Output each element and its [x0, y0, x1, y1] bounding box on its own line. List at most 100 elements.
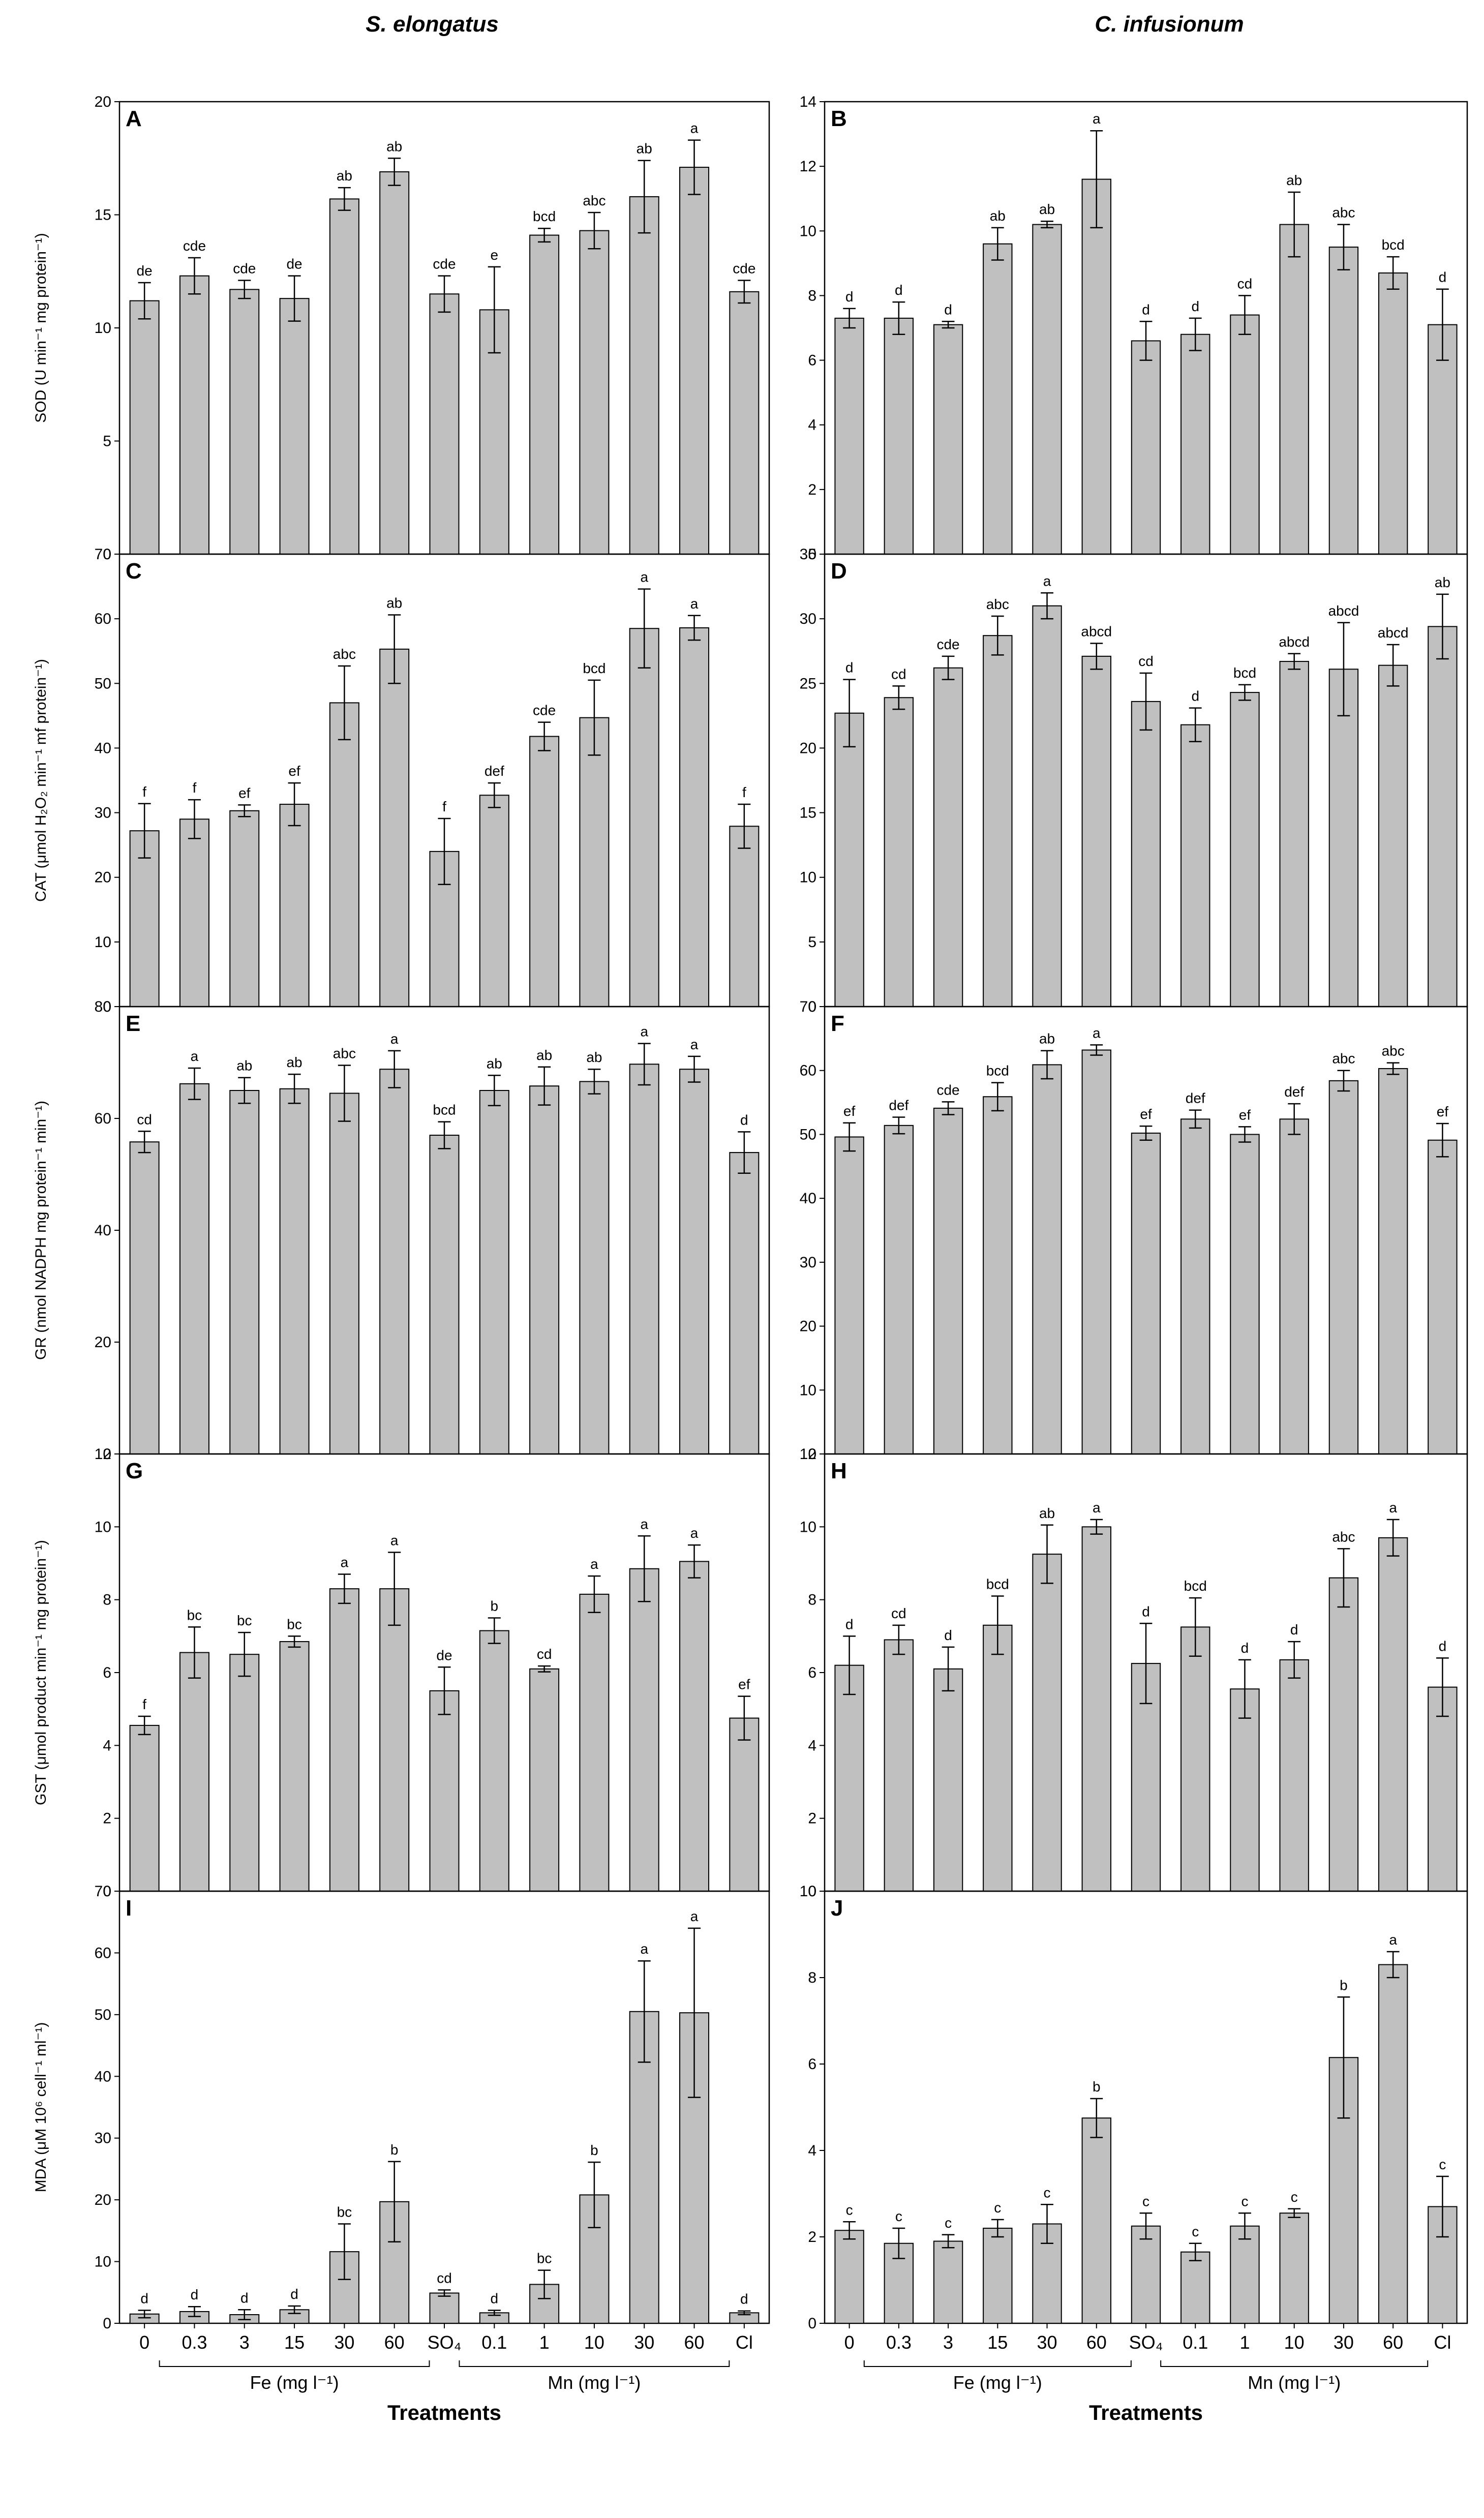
significance-label: cde	[733, 261, 755, 277]
x-tick-label: 15	[987, 2332, 1008, 2353]
bar	[1230, 314, 1260, 555]
significance-label: abcd	[1279, 634, 1310, 650]
x-tick-label: 15	[284, 2332, 305, 2353]
bar	[279, 1088, 310, 1454]
panel-letter: G	[126, 1459, 143, 1483]
significance-label: abc	[1332, 205, 1355, 221]
y-tick-label: 25	[800, 675, 816, 692]
bar	[729, 1717, 760, 1892]
bar	[229, 1090, 260, 1454]
significance-label: ab	[536, 1047, 552, 1063]
y-tick-label: 70	[95, 546, 111, 563]
significance-label: d	[1191, 688, 1199, 704]
significance-label: c	[1291, 2189, 1298, 2205]
column-title-s-elongatus: S. elongatus	[366, 12, 499, 37]
bar	[729, 291, 760, 555]
bar	[1328, 1080, 1359, 1455]
significance-label: de	[286, 256, 302, 272]
group-bracket	[863, 2360, 1132, 2367]
significance-label: a	[1093, 1025, 1101, 1041]
bar	[529, 1085, 560, 1454]
bar	[329, 1588, 359, 1892]
y-tick-label: 6	[808, 2056, 816, 2073]
significance-label: ab	[1435, 574, 1450, 590]
bar	[579, 717, 610, 1007]
y-tick-label: 80	[95, 998, 111, 1015]
bar	[429, 293, 460, 555]
significance-label: f	[193, 780, 197, 796]
y-tick-label: 60	[95, 1110, 111, 1127]
panel-h: 0 2 4 6 8 10 12 Hd cd d bcd ab a d bcd d d abc a d	[800, 1446, 1468, 1900]
significance-label: cde	[936, 1082, 959, 1098]
panel-f: 0 10 20 30 40 50 60 70 Fef def cde bcd ab a ef def ef def…	[800, 998, 1468, 1463]
group-bracket	[159, 2360, 430, 2367]
bar	[933, 1668, 963, 1892]
bar	[229, 1654, 260, 1892]
bar	[179, 275, 209, 555]
bar	[229, 289, 260, 555]
bar	[179, 1652, 209, 1892]
significance-label: c	[1241, 2193, 1248, 2209]
significance-label: d	[944, 1627, 952, 1643]
x-tick-label: 10	[584, 2332, 604, 2353]
bar	[1279, 661, 1309, 1007]
significance-label: ef	[1239, 1107, 1251, 1123]
significance-label: d	[1290, 1622, 1298, 1637]
significance-label: cd	[137, 1111, 152, 1127]
bar	[629, 196, 659, 555]
bar	[1032, 605, 1062, 1007]
panel-e: 0 20 40 60 80 GR (nmol NADPH mg protein⁻¹ min…	[33, 998, 770, 1463]
significance-label: a	[390, 1031, 399, 1047]
bar	[429, 2292, 460, 2324]
significance-label: def	[1284, 1084, 1304, 1100]
bar	[1032, 2223, 1062, 2324]
bar	[1378, 1964, 1408, 2324]
significance-label: ef	[1140, 1106, 1152, 1122]
bar	[1230, 692, 1260, 1007]
bar	[729, 1152, 760, 1455]
bar	[983, 2228, 1013, 2324]
significance-label: ef	[288, 763, 300, 779]
significance-label: bcd	[583, 660, 605, 676]
y-tick-label: 6	[808, 352, 816, 369]
y-tick-label: 0	[103, 1446, 111, 1463]
significance-label: d	[290, 2286, 298, 2302]
panel-c: 0 10 20 30 40 50 60 70 CAT (μmol H₂O₂ min⁻¹ mf p…	[33, 546, 770, 1015]
y-tick-label: 4	[808, 1737, 816, 1754]
bar	[179, 1083, 209, 1455]
significance-label: d	[1241, 1640, 1249, 1656]
significance-label: bc	[537, 2251, 552, 2266]
bar	[529, 1668, 560, 1892]
significance-label: cd	[891, 1605, 906, 1621]
bar	[1131, 1132, 1161, 1454]
y-tick-label: 20	[95, 94, 111, 110]
bar	[379, 1588, 410, 1892]
significance-label: a	[640, 569, 648, 585]
bar	[579, 230, 610, 555]
significance-label: b	[491, 1598, 499, 1614]
x-tick-label: 0.3	[181, 2332, 207, 2353]
significance-label: abc	[986, 596, 1009, 612]
panel-b: 0 2 4 6 8 10 12 14 Bd d d ab ab a d d cd ab abc bcd d	[800, 94, 1468, 563]
bar	[1081, 178, 1111, 555]
y-tick-label: 0	[103, 546, 111, 563]
bar	[1230, 1134, 1260, 1454]
bar	[983, 635, 1013, 1007]
bar	[479, 1090, 509, 1454]
significance-label: cd	[891, 666, 906, 682]
significance-label: a	[690, 1037, 699, 1052]
bar	[329, 702, 359, 1007]
bar	[629, 1568, 659, 1892]
significance-label: a	[341, 1555, 349, 1570]
significance-label: c	[895, 2208, 902, 2224]
x-tick-label: 60	[684, 2332, 705, 2353]
significance-label: d	[191, 2287, 199, 2302]
x-tick-label: 60	[1086, 2332, 1107, 2353]
y-tick-label: 30	[95, 2130, 111, 2147]
y-tick-label: 10	[95, 1519, 111, 1535]
bar	[1378, 1068, 1408, 1454]
significance-label: c	[945, 2215, 952, 2231]
y-tick-label: 2	[103, 1810, 111, 1827]
significance-label: bc	[287, 1616, 302, 1632]
bar	[479, 1630, 509, 1892]
